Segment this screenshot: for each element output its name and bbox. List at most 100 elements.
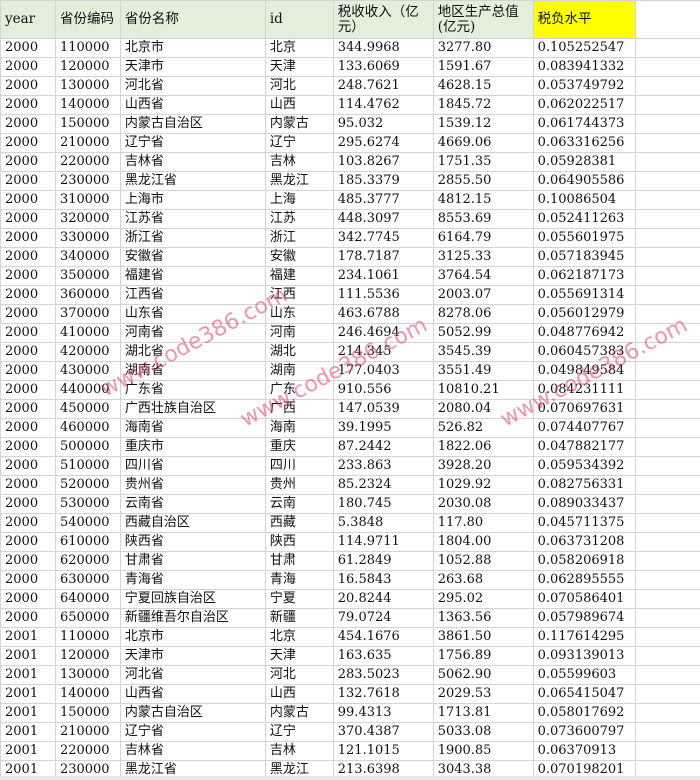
cell-id[interactable]: 安徽: [264, 247, 334, 267]
cell-tax-burden[interactable]: 0.117614295: [532, 627, 636, 647]
cell-id[interactable]: 内蒙古: [264, 114, 334, 134]
header-tax-revenue[interactable]: 税收收入（亿元）: [332, 0, 434, 39]
cell-year[interactable]: 2000: [0, 608, 56, 628]
cell-year[interactable]: 2001: [0, 627, 56, 647]
cell-tax-burden[interactable]: 0.057989674: [532, 608, 636, 628]
cell-tax-revenue[interactable]: 214.345: [332, 342, 434, 362]
cell-tax-revenue[interactable]: 180.745: [332, 494, 434, 514]
empty-header-cell[interactable]: [634, 0, 700, 39]
cell-tax-revenue[interactable]: 185.3379: [332, 171, 434, 191]
cell-tax-revenue[interactable]: 370.4387: [332, 722, 434, 742]
cell-id[interactable]: 北京: [264, 627, 334, 647]
cell-province-name[interactable]: 河北省: [119, 665, 266, 685]
cell-id[interactable]: 云南: [264, 494, 334, 514]
empty-cell[interactable]: [634, 570, 700, 590]
header-year[interactable]: year: [0, 0, 56, 39]
cell-province-name[interactable]: 北京市: [119, 627, 266, 647]
cell-year[interactable]: 2000: [0, 570, 56, 590]
empty-cell[interactable]: [634, 437, 700, 457]
cell-province-name[interactable]: 内蒙古自治区: [119, 114, 266, 134]
cell-gdp[interactable]: 1900.85: [432, 741, 534, 761]
cell-province-name[interactable]: 天津市: [119, 57, 266, 77]
cell-tax-burden[interactable]: 0.070697631: [532, 399, 636, 419]
cell-province-code[interactable]: 210000: [54, 722, 121, 742]
cell-year[interactable]: 2000: [0, 171, 56, 191]
cell-year[interactable]: 2000: [0, 38, 56, 58]
empty-cell[interactable]: [634, 684, 700, 704]
cell-gdp[interactable]: 3277.80: [432, 38, 534, 58]
header-province-name[interactable]: 省份名称: [119, 0, 266, 39]
cell-id[interactable]: 上海: [264, 190, 334, 210]
cell-id[interactable]: 吉林: [264, 152, 334, 172]
cell-tax-burden[interactable]: 0.084231111: [532, 380, 636, 400]
header-id[interactable]: id: [264, 0, 334, 39]
cell-province-name[interactable]: 吉林省: [119, 152, 266, 172]
cell-gdp[interactable]: 117.80: [432, 513, 534, 533]
cell-province-code[interactable]: 630000: [54, 570, 121, 590]
cell-province-name[interactable]: 福建省: [119, 266, 266, 286]
cell-id[interactable]: 西藏: [264, 513, 334, 533]
cell-tax-revenue[interactable]: 448.3097: [332, 209, 434, 229]
cell-gdp[interactable]: 5033.08: [432, 722, 534, 742]
empty-cell[interactable]: [634, 418, 700, 438]
cell-gdp[interactable]: 5062.90: [432, 665, 534, 685]
cell-province-code[interactable]: 610000: [54, 532, 121, 552]
cell-gdp[interactable]: 3551.49: [432, 361, 534, 381]
cell-id[interactable]: 北京: [264, 38, 334, 58]
cell-province-code[interactable]: 230000: [54, 171, 121, 191]
cell-tax-burden[interactable]: 0.089033437: [532, 494, 636, 514]
empty-cell[interactable]: [634, 76, 700, 96]
cell-gdp[interactable]: 2080.04: [432, 399, 534, 419]
cell-province-name[interactable]: 内蒙古自治区: [119, 703, 266, 723]
cell-gdp[interactable]: 1029.92: [432, 475, 534, 495]
empty-cell[interactable]: [634, 285, 700, 305]
cell-id[interactable]: 河北: [264, 76, 334, 96]
cell-province-code[interactable]: 220000: [54, 741, 121, 761]
cell-tax-burden[interactable]: 0.058017692: [532, 703, 636, 723]
cell-tax-burden[interactable]: 0.073600797: [532, 722, 636, 742]
cell-tax-burden[interactable]: 0.049849584: [532, 361, 636, 381]
cell-province-name[interactable]: 北京市: [119, 38, 266, 58]
cell-province-name[interactable]: 辽宁省: [119, 133, 266, 153]
cell-gdp[interactable]: 8553.69: [432, 209, 534, 229]
cell-tax-revenue[interactable]: 132.7618: [332, 684, 434, 704]
cell-gdp[interactable]: 526.82: [432, 418, 534, 438]
cell-gdp[interactable]: 1713.81: [432, 703, 534, 723]
cell-gdp[interactable]: 3125.33: [432, 247, 534, 267]
empty-cell[interactable]: [634, 475, 700, 495]
cell-tax-burden[interactable]: 0.052411263: [532, 209, 636, 229]
cell-province-name[interactable]: 安徽省: [119, 247, 266, 267]
cell-year[interactable]: 2000: [0, 589, 56, 609]
cell-province-name[interactable]: 广东省: [119, 380, 266, 400]
cell-gdp[interactable]: 3928.20: [432, 456, 534, 476]
empty-cell[interactable]: [634, 133, 700, 153]
cell-year[interactable]: 2000: [0, 152, 56, 172]
cell-year[interactable]: 2001: [0, 741, 56, 761]
cell-id[interactable]: 内蒙古: [264, 703, 334, 723]
cell-id[interactable]: 浙江: [264, 228, 334, 248]
cell-year[interactable]: 2000: [0, 532, 56, 552]
cell-province-name[interactable]: 山东省: [119, 304, 266, 324]
cell-tax-revenue[interactable]: 39.1995: [332, 418, 434, 438]
cell-tax-revenue[interactable]: 95.032: [332, 114, 434, 134]
empty-cell[interactable]: [634, 342, 700, 362]
cell-year[interactable]: 2000: [0, 266, 56, 286]
cell-gdp[interactable]: 1539.12: [432, 114, 534, 134]
cell-province-code[interactable]: 420000: [54, 342, 121, 362]
cell-tax-burden[interactable]: 0.058206918: [532, 551, 636, 571]
cell-gdp[interactable]: 3861.50: [432, 627, 534, 647]
cell-tax-burden[interactable]: 0.063731208: [532, 532, 636, 552]
cell-gdp[interactable]: 4669.06: [432, 133, 534, 153]
cell-tax-burden[interactable]: 0.06370913: [532, 741, 636, 761]
cell-province-name[interactable]: 河南省: [119, 323, 266, 343]
cell-id[interactable]: 青海: [264, 570, 334, 590]
cell-year[interactable]: 2000: [0, 323, 56, 343]
cell-tax-revenue[interactable]: 246.4694: [332, 323, 434, 343]
cell-tax-revenue[interactable]: 114.4762: [332, 95, 434, 115]
cell-year[interactable]: 2000: [0, 304, 56, 324]
cell-province-name[interactable]: 四川省: [119, 456, 266, 476]
cell-province-code[interactable]: 150000: [54, 114, 121, 134]
cell-id[interactable]: 广东: [264, 380, 334, 400]
cell-province-code[interactable]: 370000: [54, 304, 121, 324]
cell-id[interactable]: 四川: [264, 456, 334, 476]
